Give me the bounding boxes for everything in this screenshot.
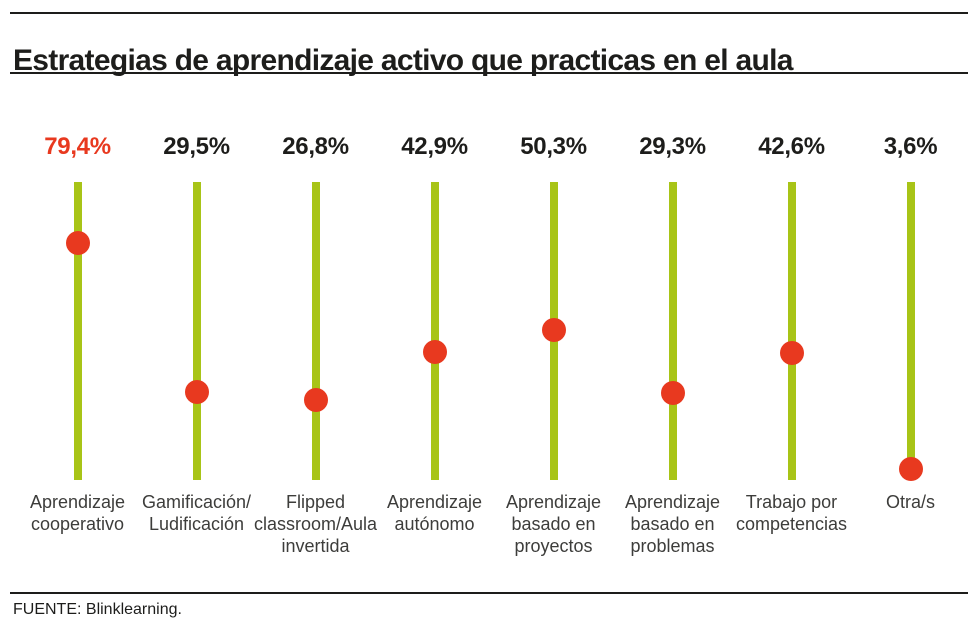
value-label: 79,4% [44, 133, 111, 160]
source-credit: FUENTE: Blinklearning. [13, 601, 182, 618]
category-label: Flipped classroom/Aula invertida [253, 492, 378, 556]
data-dot [303, 388, 328, 413]
value-label: 50,3% [520, 133, 587, 160]
value-label: 42,9% [401, 133, 468, 160]
value-label: 29,3% [639, 133, 706, 160]
data-dot [779, 341, 804, 366]
data-dot [541, 318, 566, 343]
data-dot [898, 457, 923, 482]
stem-line [906, 182, 915, 480]
chart-column: 29,3% Aprendizaje basado en problemas [613, 120, 732, 570]
chart-column: 42,6% Trabajo por competencias [732, 120, 851, 570]
data-dot [660, 380, 685, 405]
chart-column: 50,3% Aprendizaje basado en proyectos [494, 120, 613, 570]
category-label: Aprendizaje cooperativo [29, 492, 126, 534]
category-label: Aprendizaje autónomo [386, 492, 483, 534]
chart-column: 42,9% Aprendizaje autónomo [375, 120, 494, 570]
data-dot [184, 380, 209, 405]
value-label: 29,5% [163, 133, 230, 160]
stem-line [311, 182, 320, 480]
chart-column: 26,8% Flipped classroom/Aula invertida [254, 120, 377, 570]
lollipop-chart: 79,4% Aprendizaje cooperativo 29,5% Gami… [18, 120, 970, 570]
category-label: Gamificación/ Ludificación [141, 492, 252, 534]
chart-column: 79,4% Aprendizaje cooperativo [18, 120, 137, 570]
stem-line [192, 182, 201, 480]
chart-column: 29,5% Gamificación/ Ludificación [137, 120, 256, 570]
stem-line [73, 182, 82, 480]
category-label: Otra/s [885, 492, 935, 512]
footer-divider [10, 592, 968, 594]
category-label: Trabajo por competencias [735, 492, 848, 534]
data-dot [422, 340, 447, 365]
value-label: 3,6% [883, 133, 938, 160]
title-divider [10, 72, 968, 74]
value-label: 26,8% [282, 133, 349, 160]
stem-line [787, 182, 796, 480]
chart-column: 3,6% Otra/s [851, 120, 970, 570]
stem-line [668, 182, 677, 480]
value-label: 42,6% [758, 133, 825, 160]
data-dot [65, 231, 90, 256]
category-label: Aprendizaje basado en problemas [624, 492, 721, 556]
category-label: Aprendizaje basado en proyectos [505, 492, 602, 556]
stem-line [430, 182, 439, 480]
top-divider [10, 12, 968, 14]
chart-title: Estrategias de aprendizaje activo que pr… [13, 44, 793, 78]
